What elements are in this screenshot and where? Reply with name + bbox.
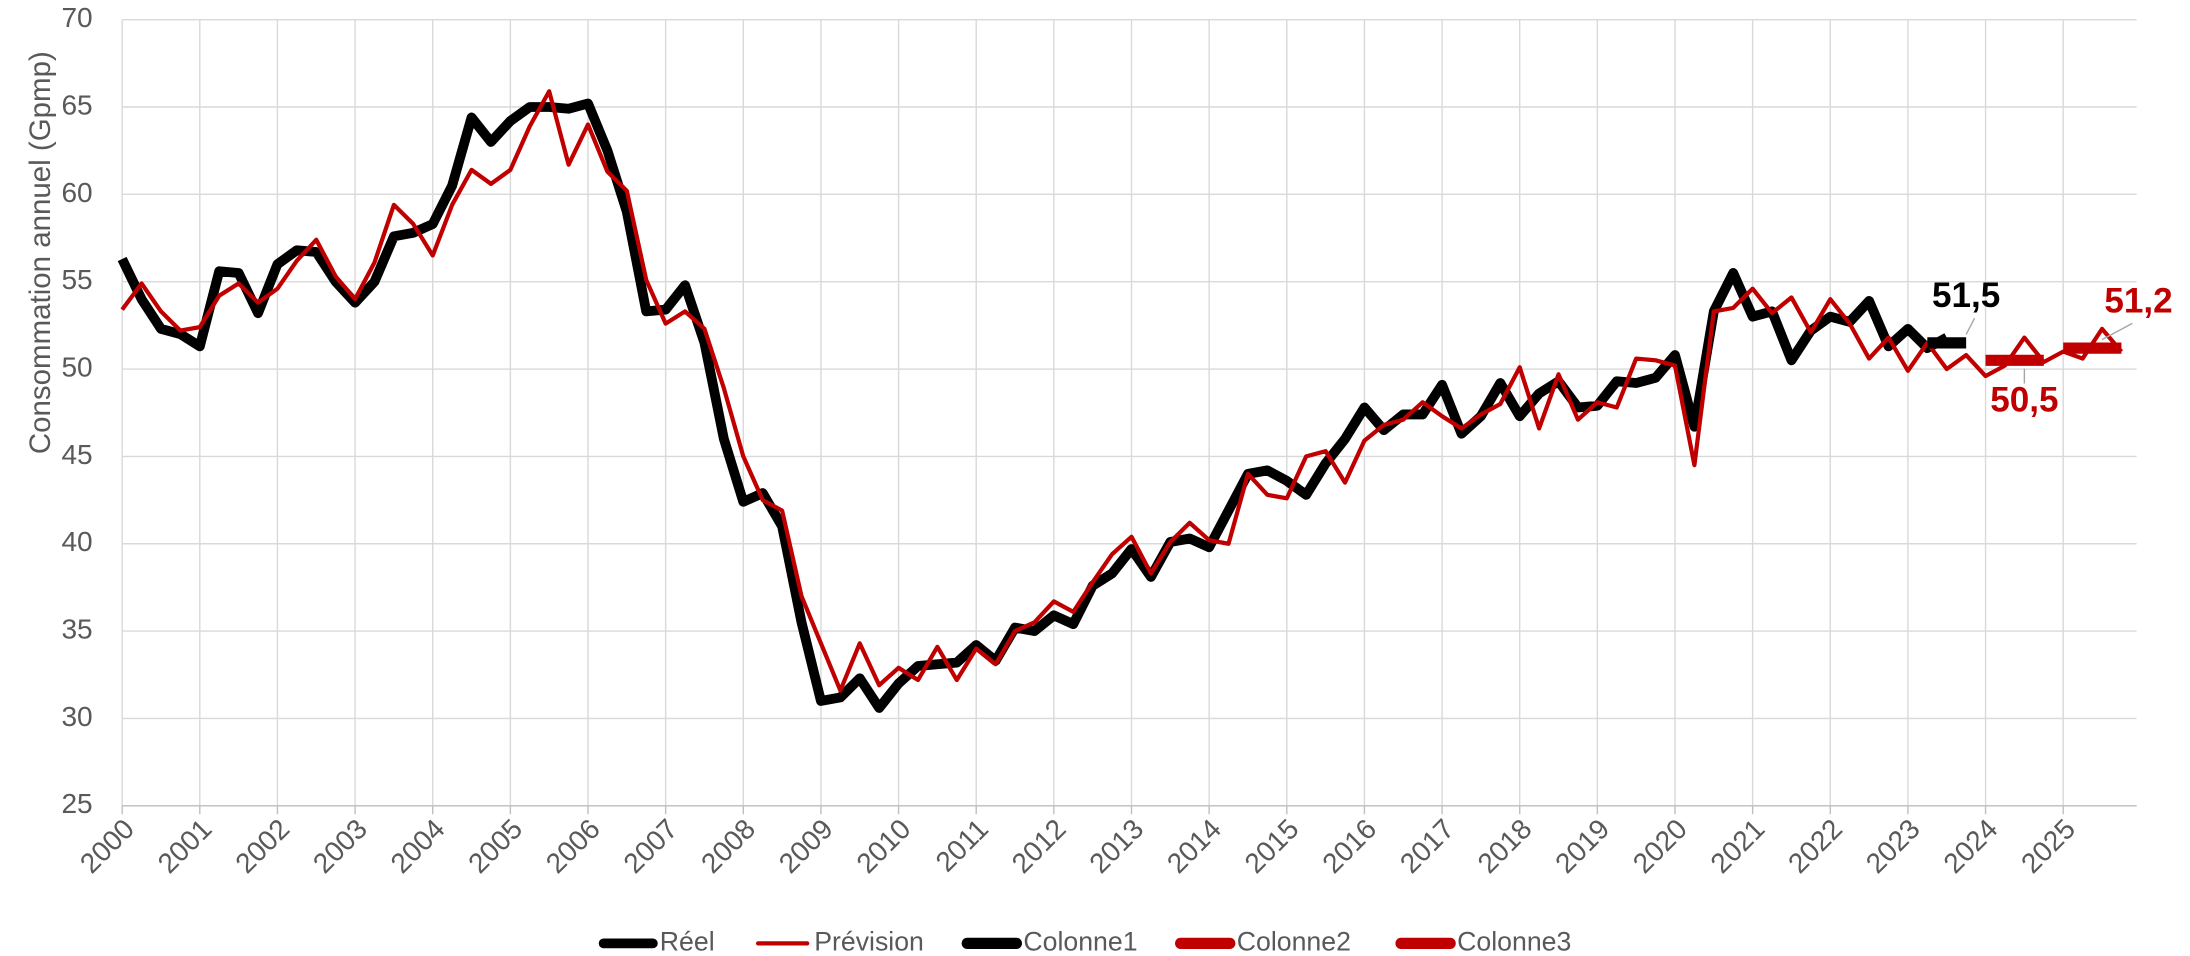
x-tick-label: 2025 [2015, 813, 2081, 879]
x-tick-label: 2019 [1549, 813, 1615, 879]
legend-item: Colonne1 [961, 926, 1138, 956]
series-line [117, 98, 1950, 713]
label-leader [2101, 322, 2133, 341]
data-label: 51,5 [1932, 276, 2000, 315]
series-line [120, 89, 2124, 693]
x-tick-label: 2004 [385, 813, 451, 879]
x-tick-label: 2012 [1006, 813, 1072, 879]
y-tick-label: 30 [61, 701, 92, 732]
y-tick-label: 50 [61, 351, 92, 382]
legend-item: Colonne2 [1175, 926, 1351, 956]
y-tick-label: 65 [61, 89, 92, 120]
x-tick-label: 2015 [1239, 813, 1305, 879]
y-axis-title: Consommation annuel (Gpmp) [24, 51, 57, 454]
y-tick-label: 55 [61, 264, 92, 295]
x-tick-label: 2000 [74, 813, 140, 879]
data-label: 50,5 [1990, 381, 2058, 420]
x-tick-label: 2020 [1627, 813, 1693, 879]
x-tick-label: 2013 [1083, 813, 1149, 879]
legend-item: Colonne3 [1395, 926, 1571, 956]
x-tick-label: 2010 [850, 813, 916, 879]
legend-label: Réel [660, 926, 715, 956]
x-tick-label: 2022 [1782, 813, 1848, 879]
legend-item: Prévision [755, 926, 924, 956]
y-tick-label: 70 [61, 2, 92, 33]
data-label: 51,2 [2104, 281, 2172, 320]
label-leader [1965, 317, 1976, 335]
y-tick-label: 35 [61, 614, 92, 645]
x-tick-label: 2008 [695, 813, 761, 879]
x-tick-label: 2011 [930, 813, 995, 878]
x-tick-label: 2003 [307, 813, 373, 879]
y-tick-label: 40 [61, 526, 92, 557]
x-tick-label: 2023 [1860, 813, 1926, 879]
x-tick-label: 2016 [1316, 813, 1382, 879]
x-tick-label: 2005 [462, 813, 528, 879]
y-tick-label: 25 [61, 788, 92, 819]
legend-label: Prévision [814, 926, 924, 956]
x-tick-label: 2002 [229, 813, 295, 879]
x-tick-label: 2021 [1704, 813, 1770, 879]
x-tick-label: 2007 [617, 813, 683, 879]
x-tick-label: 2018 [1472, 813, 1538, 879]
legend-label: Colonne2 [1237, 926, 1351, 956]
legend-label: Colonne1 [1023, 926, 1137, 956]
x-tick-label: 2006 [540, 813, 606, 879]
x-tick-label: 2001 [152, 813, 218, 879]
legend-label: Colonne3 [1457, 926, 1571, 956]
legend-item: Réel [598, 926, 715, 956]
x-tick-label: 2009 [773, 813, 839, 879]
x-tick-label: 2017 [1394, 813, 1460, 879]
x-tick-label: 2014 [1161, 813, 1227, 879]
y-tick-label: 45 [61, 439, 92, 470]
x-tick-label: 2024 [1937, 813, 2003, 879]
y-tick-label: 60 [61, 177, 92, 208]
